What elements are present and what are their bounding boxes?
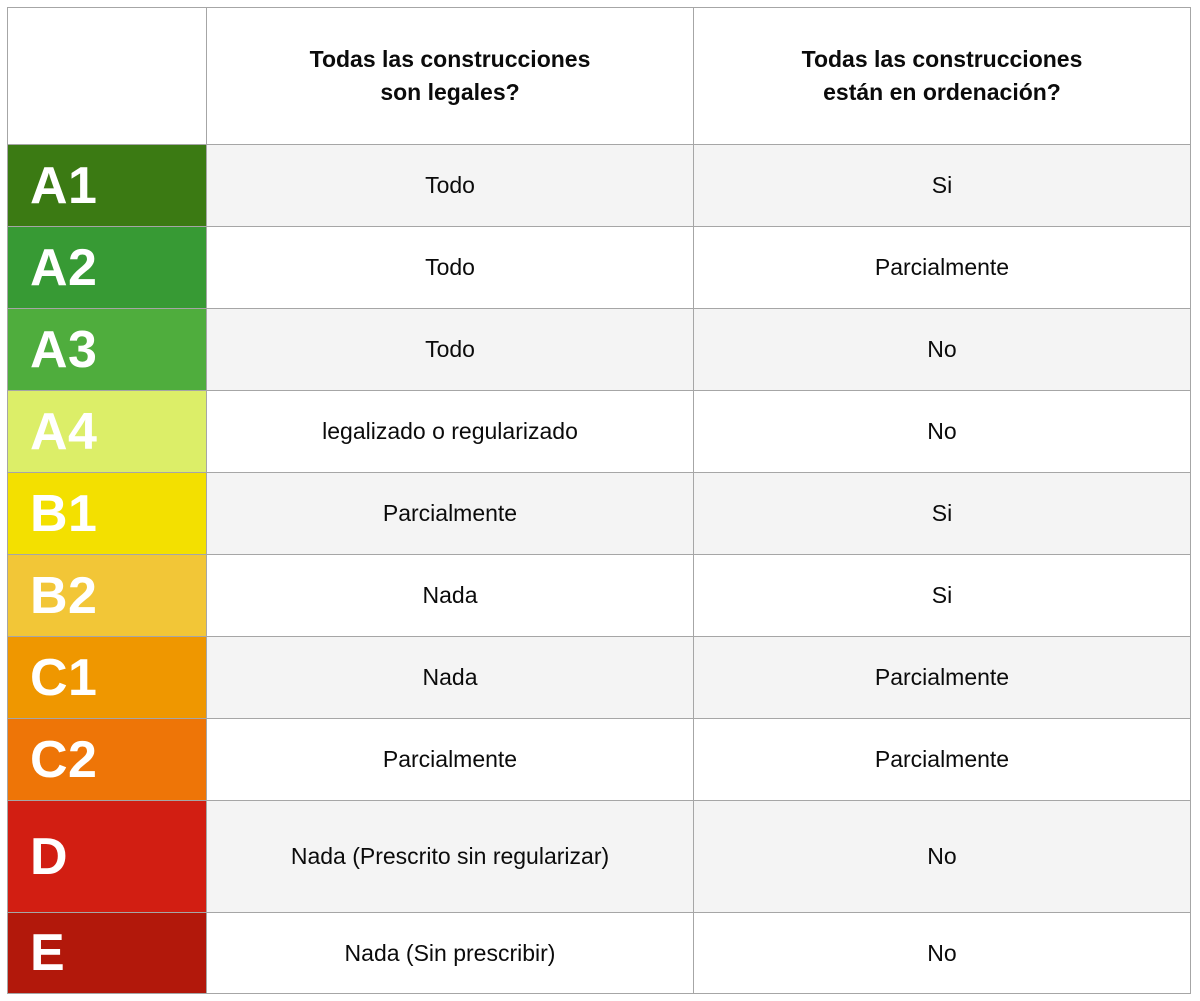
cell-legales: Nada (Sin prescribir) — [206, 912, 694, 994]
table-body: A1 Todo Si A2 Todo Parcialmente A3 Todo … — [7, 144, 1191, 994]
grade-badge: A4 — [7, 390, 207, 473]
header-legales: Todas las construcciones son legales? — [206, 7, 694, 145]
cell-ordenacion: No — [693, 912, 1191, 994]
cell-legales: Parcialmente — [206, 718, 694, 801]
cell-legales: Todo — [206, 308, 694, 391]
cell-ordenacion: Parcialmente — [693, 636, 1191, 719]
cell-ordenacion: Parcialmente — [693, 718, 1191, 801]
table-row: C1 Nada Parcialmente — [7, 636, 1191, 719]
cell-ordenacion: Parcialmente — [693, 226, 1191, 309]
header-ordenacion: Todas las construcciones están en ordena… — [693, 7, 1191, 145]
grade-badge: A1 — [7, 144, 207, 227]
cell-ordenacion: Si — [693, 554, 1191, 637]
grade-badge: E — [7, 912, 207, 994]
cell-ordenacion: No — [693, 308, 1191, 391]
table-header: Todas las construcciones son legales? To… — [7, 7, 1191, 145]
grade-badge: C1 — [7, 636, 207, 719]
header-grade-empty — [7, 7, 207, 145]
table-row: C2 Parcialmente Parcialmente — [7, 718, 1191, 801]
cell-legales: Parcialmente — [206, 472, 694, 555]
cell-legales: legalizado o regularizado — [206, 390, 694, 473]
cell-ordenacion: Si — [693, 472, 1191, 555]
table-row: A4 legalizado o regularizado No — [7, 390, 1191, 473]
cell-legales: Todo — [206, 226, 694, 309]
table-row: B2 Nada Si — [7, 554, 1191, 637]
header-row: Todas las construcciones son legales? To… — [7, 7, 1191, 145]
cell-ordenacion: No — [693, 390, 1191, 473]
table-row: A3 Todo No — [7, 308, 1191, 391]
cell-legales: Nada — [206, 554, 694, 637]
table-row: D Nada (Prescrito sin regularizar) No — [7, 800, 1191, 913]
grade-badge: A2 — [7, 226, 207, 309]
cell-legales: Todo — [206, 144, 694, 227]
cell-ordenacion: No — [693, 800, 1191, 913]
cell-legales: Nada — [206, 636, 694, 719]
cell-ordenacion: Si — [693, 144, 1191, 227]
grade-badge: B1 — [7, 472, 207, 555]
table-row: A2 Todo Parcialmente — [7, 226, 1191, 309]
table-row: B1 Parcialmente Si — [7, 472, 1191, 555]
grade-badge: A3 — [7, 308, 207, 391]
grade-badge: B2 — [7, 554, 207, 637]
rating-table: Todas las construcciones son legales? To… — [7, 7, 1191, 994]
grade-badge: D — [7, 800, 207, 913]
cell-legales: Nada (Prescrito sin regularizar) — [206, 800, 694, 913]
table-row: A1 Todo Si — [7, 144, 1191, 227]
table-row: E Nada (Sin prescribir) No — [7, 912, 1191, 994]
grade-badge: C2 — [7, 718, 207, 801]
